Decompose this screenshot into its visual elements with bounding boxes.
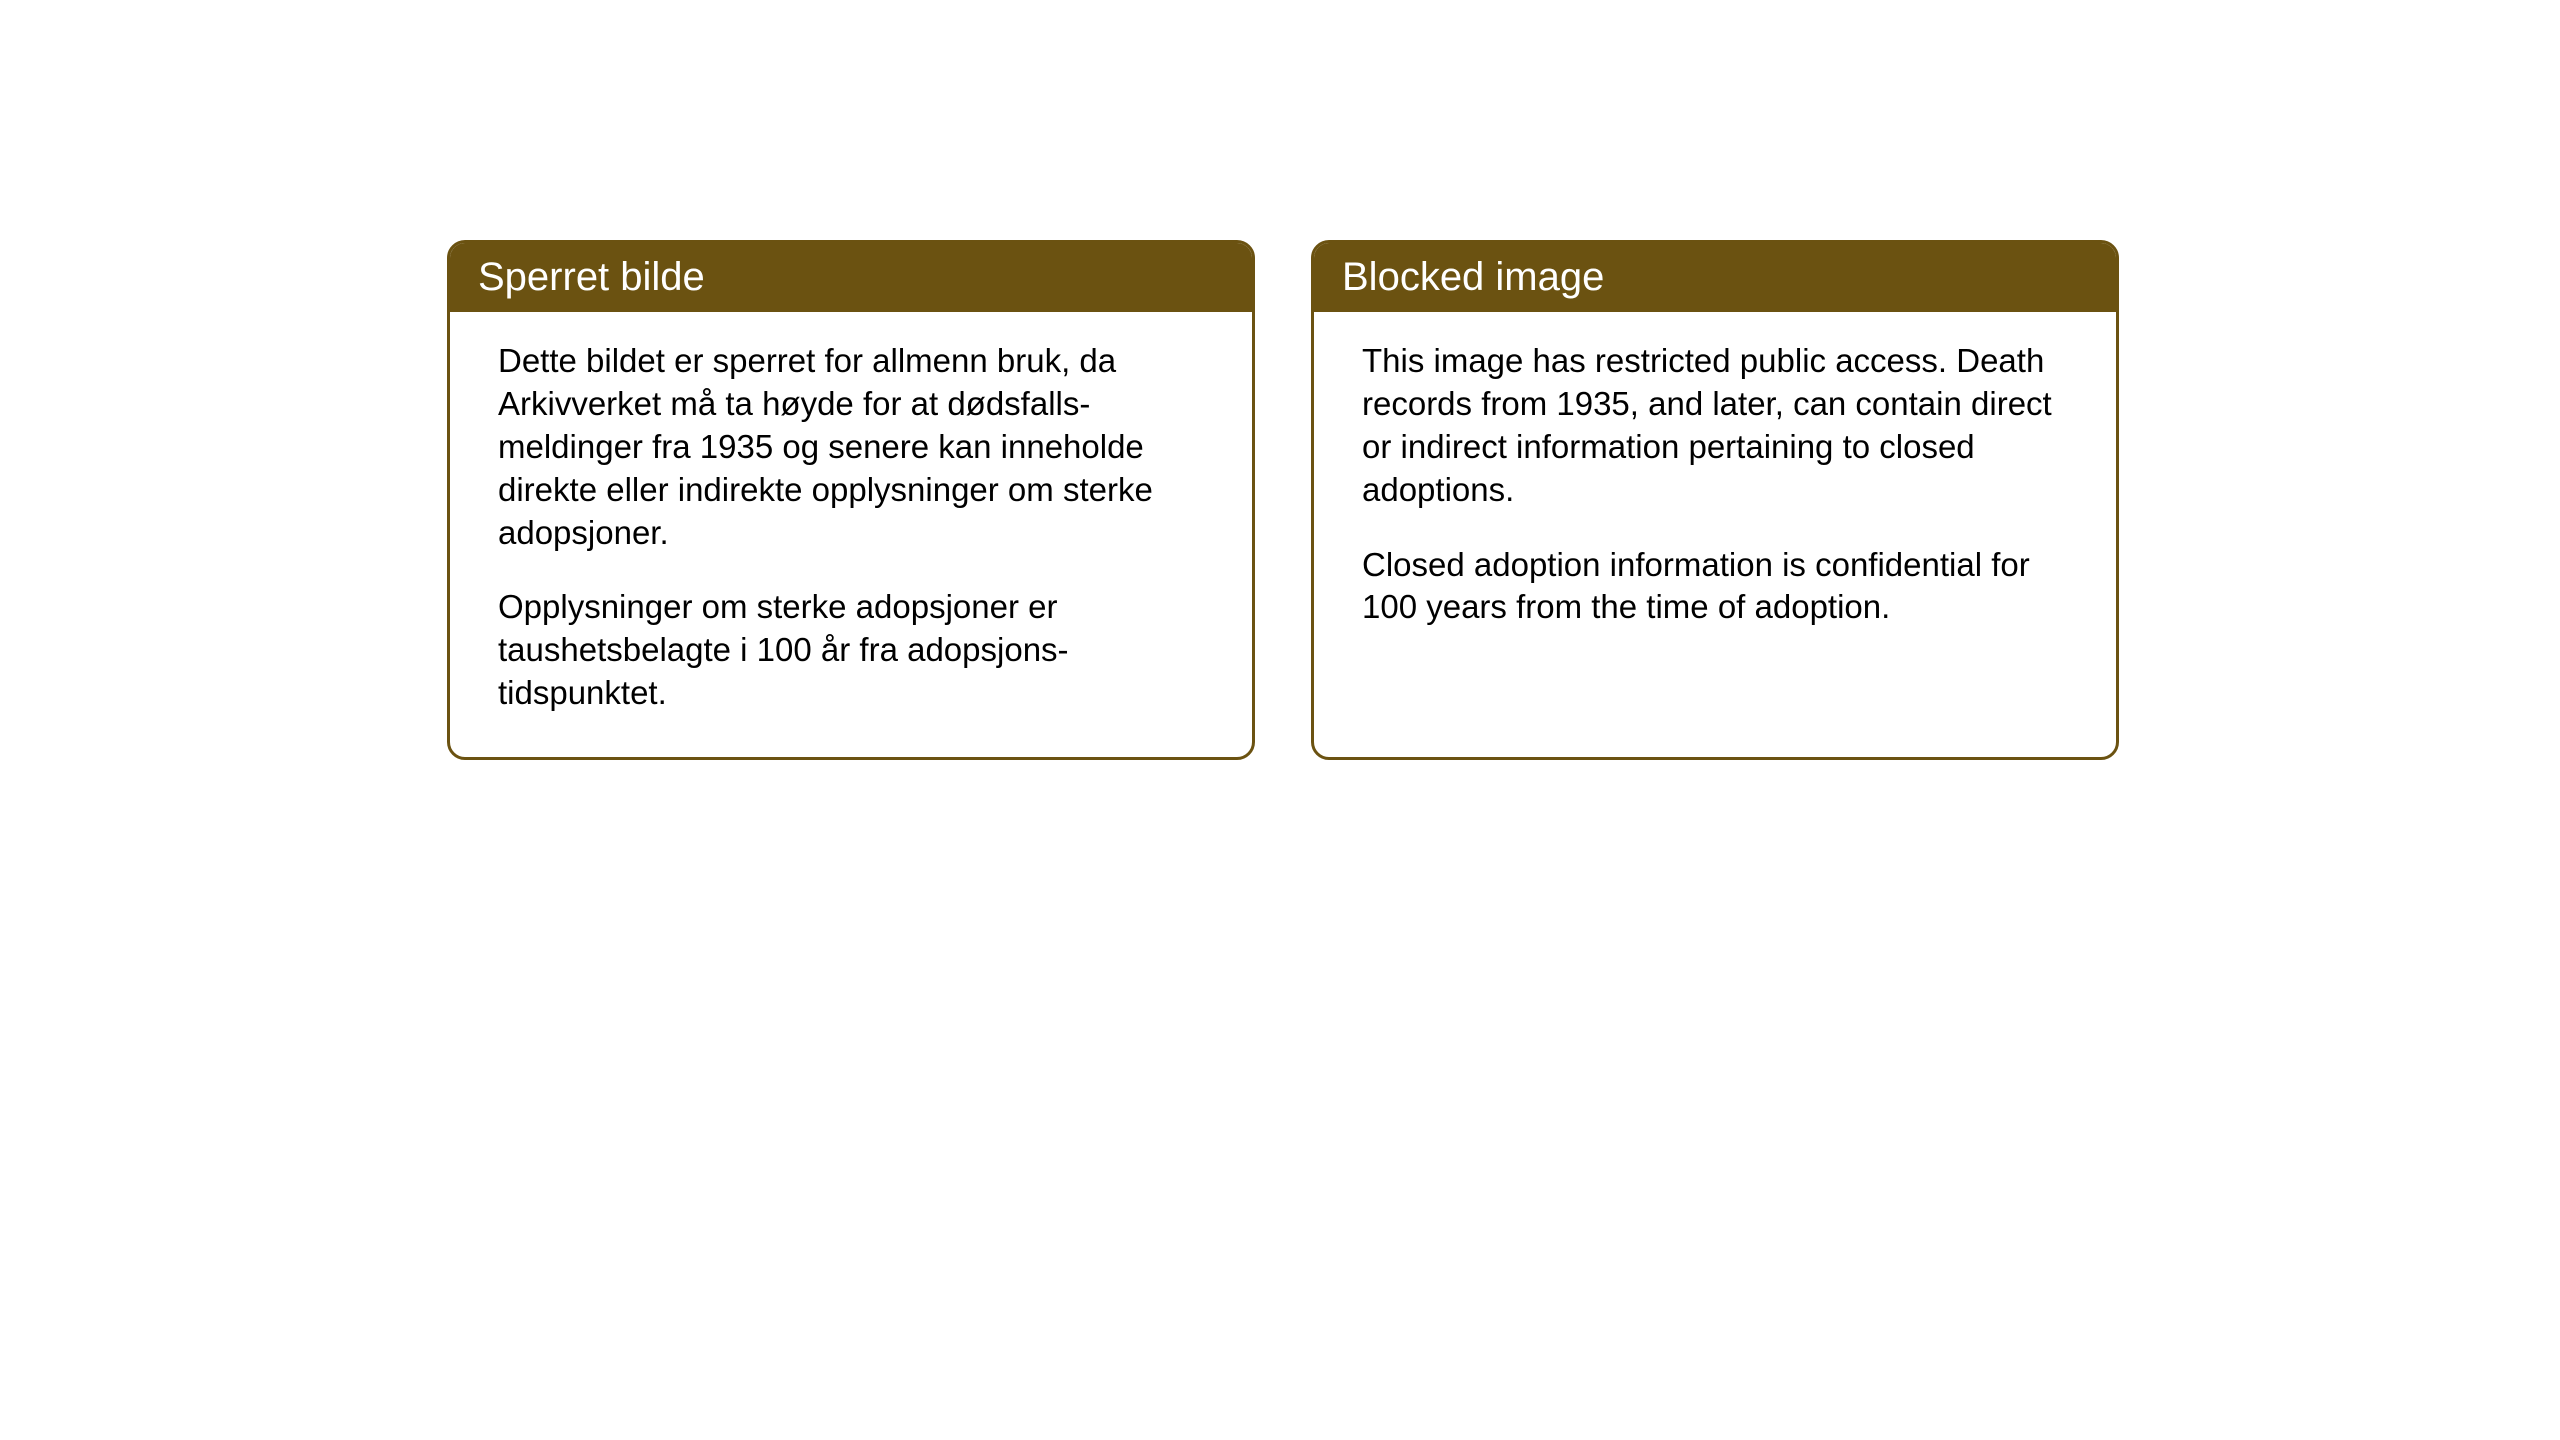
english-paragraph-1: This image has restricted public access.…	[1362, 340, 2068, 512]
norwegian-paragraph-2: Opplysninger om sterke adopsjoner er tau…	[498, 586, 1204, 715]
english-card-body: This image has restricted public access.…	[1314, 312, 2116, 671]
norwegian-card-body: Dette bildet er sperret for allmenn bruk…	[450, 312, 1252, 757]
notice-cards-container: Sperret bilde Dette bildet er sperret fo…	[447, 240, 2119, 760]
norwegian-card-title: Sperret bilde	[450, 243, 1252, 312]
english-card-title: Blocked image	[1314, 243, 2116, 312]
english-paragraph-2: Closed adoption information is confident…	[1362, 544, 2068, 630]
english-notice-card: Blocked image This image has restricted …	[1311, 240, 2119, 760]
norwegian-paragraph-1: Dette bildet er sperret for allmenn bruk…	[498, 340, 1204, 554]
norwegian-notice-card: Sperret bilde Dette bildet er sperret fo…	[447, 240, 1255, 760]
